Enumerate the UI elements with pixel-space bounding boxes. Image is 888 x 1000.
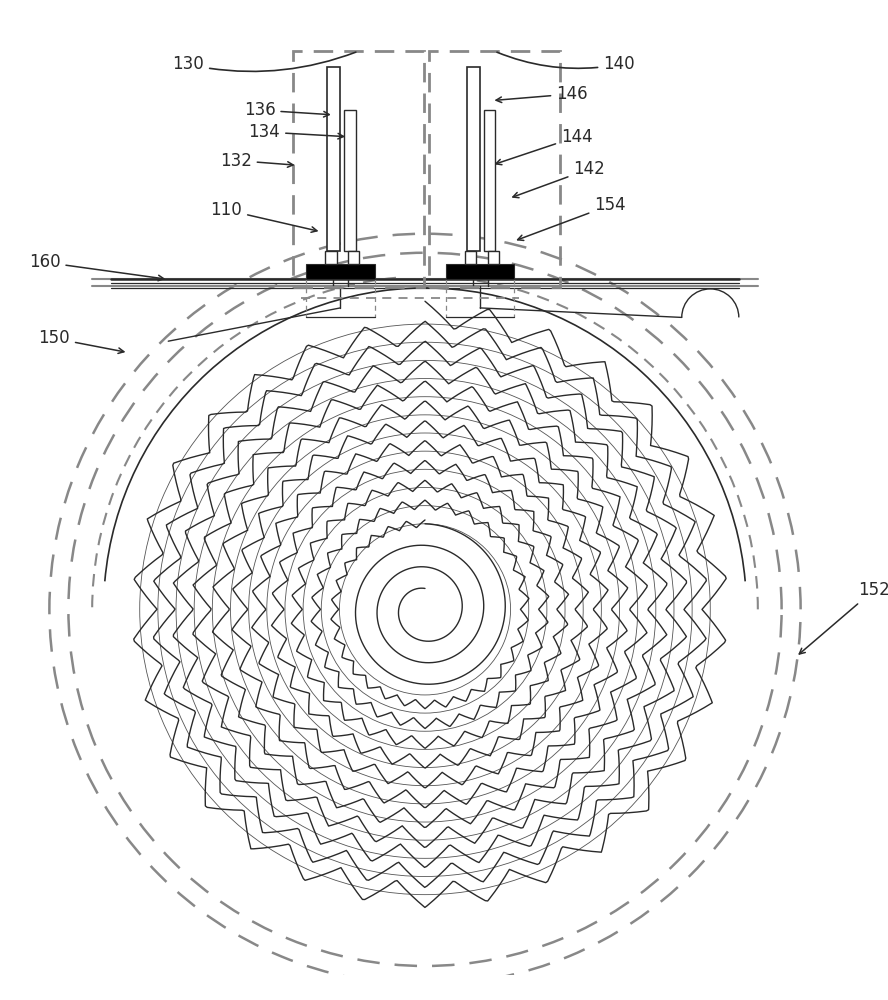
Text: 144: 144 [496, 128, 592, 165]
Text: 134: 134 [249, 123, 344, 141]
Bar [467, 67, 480, 251]
Text: 140: 140 [497, 52, 635, 73]
Bar [446, 264, 514, 279]
Text: 154: 154 [518, 196, 626, 240]
Text: 150: 150 [38, 329, 124, 353]
Bar [345, 110, 355, 251]
Bar [325, 251, 337, 264]
Text: 136: 136 [243, 101, 329, 119]
Bar [429, 51, 560, 287]
Bar [465, 251, 476, 264]
Bar [348, 251, 360, 264]
Text: 160: 160 [28, 253, 163, 281]
Bar [327, 67, 340, 251]
Bar [484, 110, 496, 251]
Bar [488, 251, 499, 264]
Bar [293, 51, 424, 287]
Text: 152: 152 [799, 581, 888, 654]
Text: 110: 110 [210, 201, 317, 232]
Text: 142: 142 [513, 160, 605, 198]
Text: 130: 130 [172, 52, 356, 73]
Text: 146: 146 [496, 85, 588, 103]
Bar [306, 264, 375, 279]
Text: 132: 132 [220, 152, 293, 170]
